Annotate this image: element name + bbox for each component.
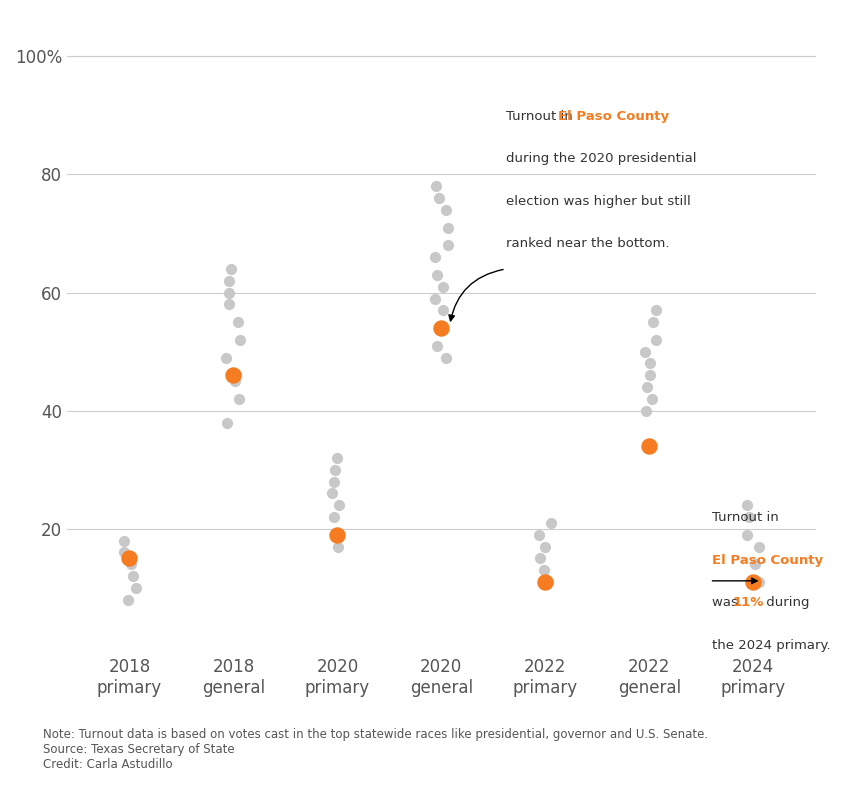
Point [121,593,135,606]
Point [124,558,138,570]
Point [644,392,658,405]
Point [434,322,448,335]
Point [537,564,551,577]
Point [233,334,247,346]
Point [331,528,345,541]
Text: was: was [711,596,742,609]
Point [226,369,240,381]
Text: election was higher but still: election was higher but still [506,195,691,207]
Point [428,180,442,193]
Text: El Paso County: El Paso County [711,554,823,566]
Point [428,251,442,263]
Point [639,404,653,417]
Point [544,517,558,529]
Point [126,570,140,582]
Point [541,576,554,589]
Point [643,358,656,370]
Point [330,528,344,541]
Point [752,540,766,553]
Point [441,221,455,234]
Point [432,191,446,204]
Point [646,316,660,328]
Point [748,558,762,570]
Point [222,274,236,287]
Text: Turnout in: Turnout in [506,109,577,123]
Text: the 2024 primary.: the 2024 primary. [711,638,830,652]
Point [439,203,452,216]
Point [224,263,237,275]
Point [327,475,341,488]
Point [638,346,651,358]
Point [742,511,756,524]
Point [740,499,753,512]
Point [430,339,444,352]
Text: Turnout in: Turnout in [711,511,778,524]
Point [231,316,245,328]
Point [434,322,448,335]
Point [223,298,237,311]
Point [533,552,547,565]
Point [230,369,243,381]
Point [327,511,341,524]
Text: El Paso County: El Paso County [558,109,669,123]
Text: Note: Turnout data is based on votes cast in the top statewide races like presid: Note: Turnout data is based on votes cas… [43,729,708,771]
Point [222,286,236,299]
Point [228,375,242,388]
Point [746,576,760,589]
Point [117,535,131,547]
Point [436,304,450,316]
Point [333,499,346,512]
Point [439,351,452,364]
Point [219,351,233,364]
Point [328,464,342,476]
Point [428,292,441,305]
Point [123,552,136,565]
Point [331,540,345,553]
Point [436,280,450,293]
Text: 11%: 11% [733,596,764,609]
Point [650,334,663,346]
Point [117,546,131,558]
Point [326,487,339,500]
Point [232,392,246,405]
Text: ranked near the bottom.: ranked near the bottom. [506,237,669,250]
Point [643,369,656,381]
Point [531,528,545,541]
Point [740,528,754,541]
Point [538,576,552,589]
Point [441,239,455,252]
Text: during the 2020 presidential: during the 2020 presidential [506,152,697,165]
Text: during: during [762,596,809,609]
Point [538,540,552,553]
Point [639,380,653,393]
Point [643,440,656,452]
Point [220,416,234,429]
Point [752,576,766,589]
Point [649,304,662,316]
Point [129,581,143,594]
Point [429,269,443,282]
Point [330,452,344,464]
